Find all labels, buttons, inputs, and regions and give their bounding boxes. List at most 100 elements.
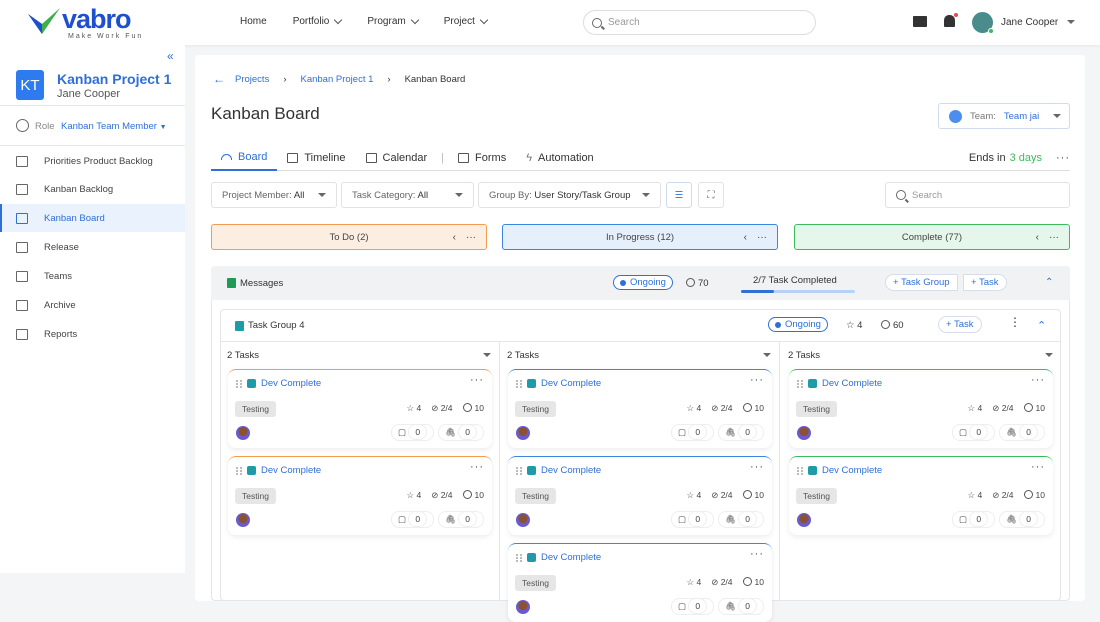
role-select[interactable]: Kanban Team Member ▼ (61, 121, 167, 132)
nav-portfolio[interactable]: Portfolio (293, 15, 343, 27)
comments-count[interactable]: ▢ 0 (670, 424, 715, 441)
caret-down-icon[interactable] (483, 353, 491, 357)
card-title[interactable]: Dev Complete (236, 465, 321, 476)
assignee-avatar[interactable] (236, 513, 250, 527)
breadcrumb-project[interactable]: Kanban Project 1 (300, 74, 374, 85)
comments-count[interactable]: ▢ 0 (670, 511, 715, 528)
more-icon[interactable]: ··· (470, 374, 484, 386)
breadcrumb-projects[interactable]: Projects (235, 74, 270, 85)
add-task-group-button[interactable]: + Task Group (885, 274, 958, 291)
task-card[interactable]: Dev Complete ··· Testing ☆ 4 ⊘ 2/4 10 ▢ 0 🖇… (508, 456, 772, 535)
sidebar-item-teams[interactable]: Teams (0, 262, 185, 290)
drag-handle-icon[interactable] (236, 466, 242, 475)
tab-board[interactable]: Board (211, 146, 278, 171)
add-task-button[interactable]: + Task (938, 316, 982, 333)
comments-count[interactable]: ▢ 0 (390, 424, 435, 441)
more-icon[interactable]: ··· (757, 231, 767, 243)
task-card[interactable]: Dev Complete ··· Testing ☆ 4 ⊘ 2/4 10 ▢ 0 🖇… (228, 369, 492, 448)
drag-handle-icon[interactable] (516, 379, 522, 388)
collapse-column-icon[interactable]: ‹ (1035, 231, 1039, 243)
nav-home[interactable]: Home (240, 16, 267, 27)
board-search-input[interactable]: Search (885, 182, 1070, 208)
more-icon[interactable]: ··· (1031, 374, 1045, 386)
task-card[interactable]: Dev Complete ··· Testing ☆ 4 ⊘ 2/4 10 ▢ 0 🖇… (789, 456, 1053, 535)
vabro-logo[interactable]: vabro Make Work Fun (26, 6, 141, 40)
assignee-avatar[interactable] (797, 513, 811, 527)
sidebar-item-kanban-board[interactable]: Kanban Board (0, 204, 185, 232)
card-title[interactable]: Dev Complete (797, 378, 882, 389)
more-icon[interactable]: ··· (1049, 231, 1059, 243)
card-title[interactable]: Dev Complete (516, 465, 601, 476)
avatar[interactable] (972, 12, 994, 34)
more-icon[interactable]: ··· (470, 461, 484, 473)
bell-icon[interactable] (944, 13, 958, 27)
kebab-menu-icon[interactable]: ⋮ (1009, 315, 1021, 329)
nav-project[interactable]: Project (444, 15, 489, 27)
collapse-column-icon[interactable]: ‹ (452, 231, 456, 243)
assignee-avatar[interactable] (516, 600, 530, 614)
comments-count[interactable]: ▢ 0 (951, 424, 996, 441)
column-header[interactable]: In Progress (12) ‹ ··· (502, 224, 778, 250)
sidebar-item-reports[interactable]: Reports (0, 320, 185, 348)
task-card[interactable]: Dev Complete ··· Testing ☆ 4 ⊘ 2/4 10 ▢ 0 🖇… (228, 456, 492, 535)
team-select[interactable]: Team: Team jai (938, 103, 1070, 129)
more-icon[interactable]: ··· (750, 374, 764, 386)
comments-count[interactable]: ▢ 0 (951, 511, 996, 528)
attachments-count[interactable]: 🖇 0 (999, 511, 1045, 528)
task-card[interactable]: Dev Complete ··· Testing ☆ 4 ⊘ 2/4 10 ▢ 0 🖇… (508, 543, 772, 622)
collapse-icon[interactable]: ⌃ (1045, 277, 1054, 288)
column-header[interactable]: Complete (77) ‹ ··· (794, 224, 1070, 250)
back-arrow-icon[interactable]: ← (213, 72, 225, 86)
user-name[interactable]: Jane Cooper (1001, 17, 1059, 28)
card-title[interactable]: Dev Complete (797, 465, 882, 476)
column-header[interactable]: To Do (2) ‹ ··· (211, 224, 487, 250)
attachments-count[interactable]: 🖇 0 (999, 424, 1045, 441)
sidebar-item-archive[interactable]: Archive (0, 291, 185, 319)
attachments-count[interactable]: 🖇 0 (718, 424, 764, 441)
collapse-sidebar-icon[interactable]: « (167, 49, 174, 63)
attachments-count[interactable]: 🖇 0 (438, 424, 484, 441)
assignee-avatar[interactable] (516, 426, 530, 440)
fullscreen-button[interactable]: ⛶ (698, 182, 724, 208)
assignee-avatar[interactable] (797, 426, 811, 440)
card-title[interactable]: Dev Complete (236, 378, 321, 389)
tab-timeline[interactable]: Timeline (277, 146, 355, 171)
task-card[interactable]: Dev Complete ··· Testing ☆ 4 ⊘ 2/4 10 ▢ 0 🖇… (789, 369, 1053, 448)
assignee-avatar[interactable] (236, 426, 250, 440)
add-task-button[interactable]: + Task (963, 274, 1007, 291)
more-icon[interactable]: ··· (1056, 152, 1070, 164)
more-icon[interactable]: ··· (750, 548, 764, 560)
drag-handle-icon[interactable] (236, 379, 242, 388)
user-menu-caret-icon[interactable] (1067, 20, 1075, 24)
sidebar-item-priorities-product-backlog[interactable]: Priorities Product Backlog (0, 147, 185, 175)
project-member-filter[interactable]: Project Member: All (211, 182, 337, 208)
tab-automation[interactable]: ϟ Automation (516, 146, 603, 171)
group-by-filter[interactable]: Group By: User Story/Task Group (478, 182, 661, 208)
card-title[interactable]: Dev Complete (516, 378, 601, 389)
comments-count[interactable]: ▢ 0 (390, 511, 435, 528)
global-search-input[interactable]: Search (583, 10, 816, 35)
drag-handle-icon[interactable] (797, 379, 803, 388)
more-icon[interactable]: ··· (466, 231, 476, 243)
collapse-icon[interactable]: ⌃ (1037, 320, 1047, 332)
drag-handle-icon[interactable] (516, 553, 522, 562)
drag-handle-icon[interactable] (516, 466, 522, 475)
attachments-count[interactable]: 🖇 0 (438, 511, 484, 528)
messages-icon[interactable] (913, 16, 927, 27)
card-title[interactable]: Dev Complete (516, 552, 601, 563)
caret-down-icon[interactable] (763, 353, 771, 357)
sidebar-item-kanban-backlog[interactable]: Kanban Backlog (0, 175, 185, 203)
collapse-column-icon[interactable]: ‹ (743, 231, 747, 243)
attachments-count[interactable]: 🖇 0 (718, 511, 764, 528)
more-icon[interactable]: ··· (750, 461, 764, 473)
drag-handle-icon[interactable] (797, 466, 803, 475)
tab-forms[interactable]: Forms (448, 146, 516, 171)
filter-settings-button[interactable]: ☰ (666, 182, 692, 208)
assignee-avatar[interactable] (516, 513, 530, 527)
caret-down-icon[interactable] (1045, 353, 1053, 357)
task-category-filter[interactable]: Task Category: All (341, 182, 474, 208)
tab-calendar[interactable]: Calendar (356, 146, 438, 171)
nav-program[interactable]: Program (367, 15, 419, 27)
sidebar-item-release[interactable]: Release (0, 233, 185, 261)
task-card[interactable]: Dev Complete ··· Testing ☆ 4 ⊘ 2/4 10 ▢ 0 🖇… (508, 369, 772, 448)
